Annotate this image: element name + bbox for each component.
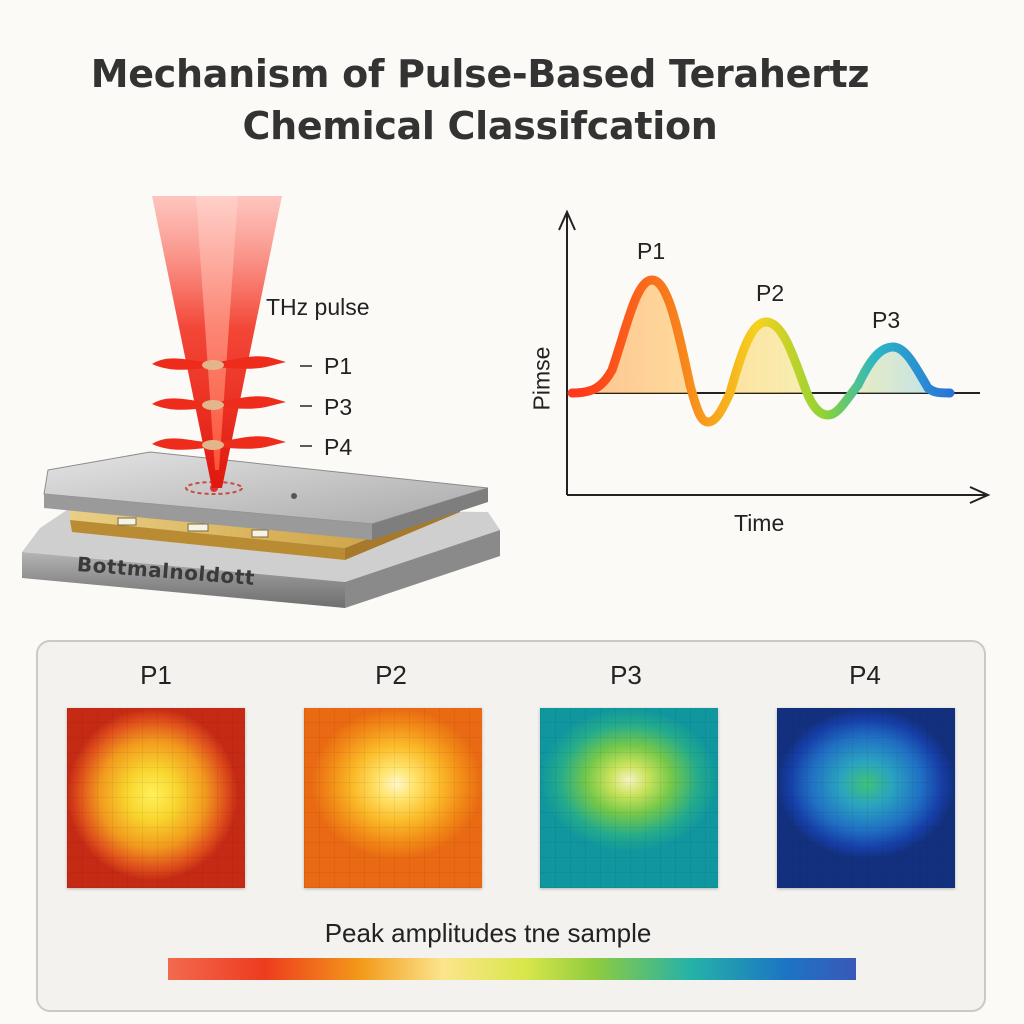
marker-label-1: P1: [324, 353, 353, 379]
marker-label-2: P3: [324, 394, 353, 420]
marker-label-3: P4: [324, 434, 353, 460]
map-label-p3: P3: [610, 660, 642, 690]
map-label-p4: P4: [849, 660, 881, 690]
amplitude-map-p3: [540, 708, 718, 888]
map-label-p2: P2: [375, 660, 407, 690]
colorbar: [168, 958, 856, 980]
y-axis-arrow: [558, 209, 576, 231]
amplitude-map-p4: [777, 708, 955, 888]
x-axis-label: Time: [734, 510, 785, 536]
beam-label: THz pulse: [266, 294, 370, 320]
amplitude-map-p1: [67, 708, 245, 888]
x-axis-arrow: [969, 486, 991, 504]
pulse-ripple-3: [152, 436, 286, 450]
peak-label-p2: P2: [756, 280, 785, 306]
colorbar-caption: Peak amplitudes tne sample: [324, 918, 652, 948]
page-title-line-2: Chemical Classifcation: [242, 104, 718, 148]
amplitude-map-p2: [304, 708, 482, 888]
pulse-ripple-2: [152, 396, 286, 410]
y-axis-label: Pimse: [528, 346, 555, 411]
waveform-line: [567, 275, 955, 427]
thz-beam: [152, 196, 282, 488]
page-title-line-1: Mechanism of Pulse-Based Terahertz: [90, 52, 870, 96]
pulse-ripple-1: [152, 356, 286, 370]
peak-label-p3: P3: [872, 307, 901, 333]
map-label-p1: P1: [140, 660, 172, 690]
waveform-fill: [590, 280, 935, 393]
peak-label-p1: P1: [637, 238, 666, 264]
